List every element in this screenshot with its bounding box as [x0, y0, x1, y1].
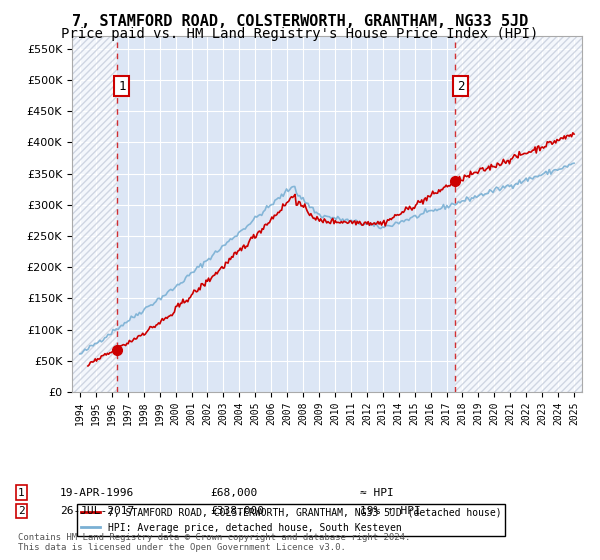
Bar	[72, 36, 116, 392]
Text: 19% ↑ HPI: 19% ↑ HPI	[360, 506, 421, 516]
Text: ≈ HPI: ≈ HPI	[360, 488, 394, 498]
Text: £338,000: £338,000	[210, 506, 264, 516]
Text: Price paid vs. HM Land Registry's House Price Index (HPI): Price paid vs. HM Land Registry's House …	[61, 27, 539, 41]
Text: 2: 2	[18, 506, 25, 516]
Text: 19-APR-1996: 19-APR-1996	[60, 488, 134, 498]
Text: 26-JUL-2017: 26-JUL-2017	[60, 506, 134, 516]
Bar	[455, 36, 582, 392]
Text: 1: 1	[18, 488, 25, 498]
Text: 2: 2	[457, 80, 464, 93]
Text: 1: 1	[118, 80, 126, 93]
Legend: 7, STAMFORD ROAD, COLSTERWORTH, GRANTHAM, NG33 5JD (detached house), HPI: Averag: 7, STAMFORD ROAD, COLSTERWORTH, GRANTHAM…	[77, 504, 505, 536]
Text: 7, STAMFORD ROAD, COLSTERWORTH, GRANTHAM, NG33 5JD: 7, STAMFORD ROAD, COLSTERWORTH, GRANTHAM…	[72, 14, 528, 29]
Text: £68,000: £68,000	[210, 488, 257, 498]
Text: Contains HM Land Registry data © Crown copyright and database right 2024.
This d: Contains HM Land Registry data © Crown c…	[18, 533, 410, 552]
